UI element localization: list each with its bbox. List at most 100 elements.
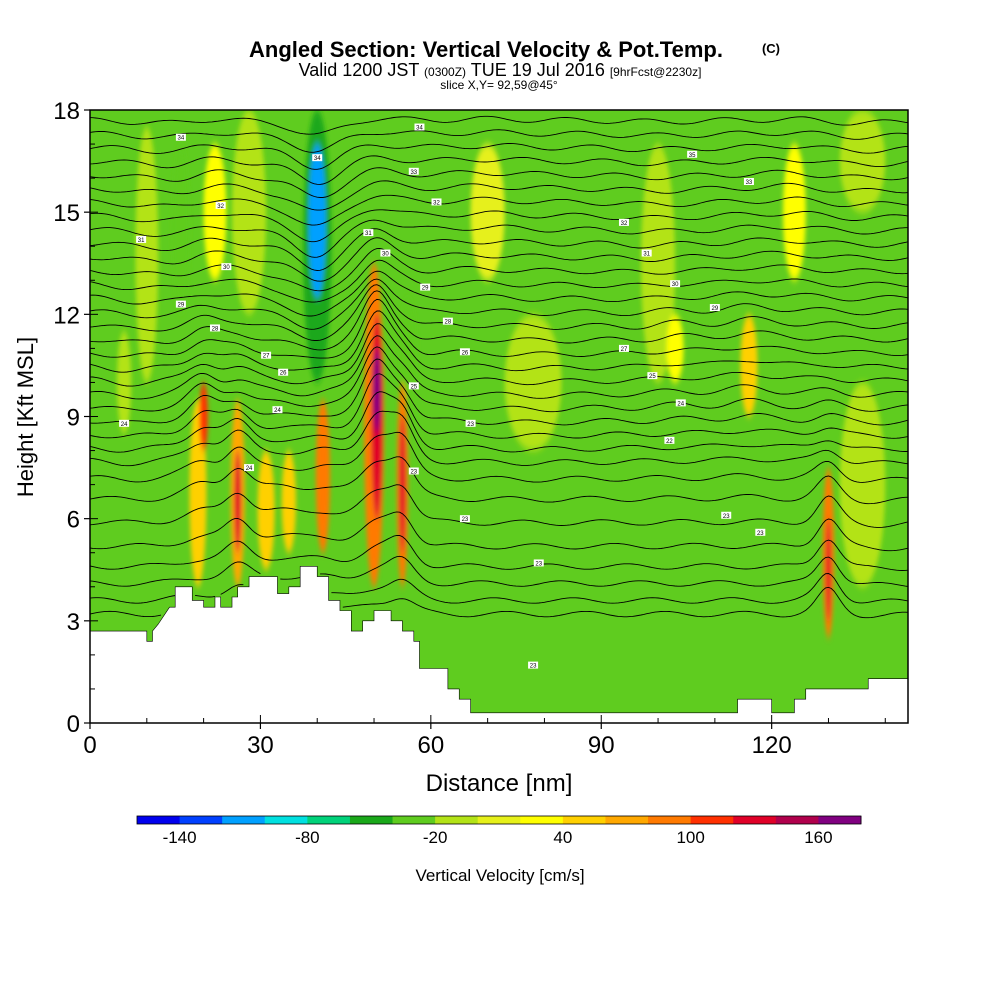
contour-label-25: 25 bbox=[410, 384, 417, 390]
contour-label-bg-9 bbox=[618, 218, 629, 226]
contour-label-29: 23 bbox=[467, 422, 474, 428]
contour-label-21: 27 bbox=[621, 347, 628, 353]
isentrope-line-26 bbox=[90, 209, 908, 243]
colorbar-tick-label-4: 100 bbox=[676, 828, 704, 847]
isentrope-line-7 bbox=[90, 431, 908, 483]
y-axis: 0 3 6 9 12 15 18 bbox=[53, 98, 98, 738]
colorbar-swatch-14 bbox=[733, 816, 777, 824]
contour-label-37: 23 bbox=[530, 664, 537, 670]
subtitle-date: TUE 19 Jul 2016 bbox=[471, 60, 605, 80]
contour-label-13: 31 bbox=[643, 252, 650, 258]
colorbar-tick-label-3: 40 bbox=[553, 828, 572, 847]
contour-label-bg-14 bbox=[670, 280, 681, 288]
colorbar-swatch-11 bbox=[605, 816, 649, 824]
plot-area: 34 34 34 35 33 33 32 32 31 32 31 30 30 31 30 29 29 29 28 28… bbox=[90, 110, 908, 723]
y-tick-label-3: 3 bbox=[67, 609, 80, 636]
contour-label-bg-36 bbox=[533, 559, 544, 567]
contour-label-10: 31 bbox=[365, 231, 372, 237]
contour-label-bg-23 bbox=[278, 368, 289, 376]
y-tick-label-0: 0 bbox=[67, 711, 80, 738]
contour-label-24: 25 bbox=[649, 374, 656, 380]
contour-label-bg-7 bbox=[215, 201, 226, 209]
velocity-cell-5 bbox=[641, 144, 676, 383]
colorbar-tick-label-1: -80 bbox=[295, 828, 320, 847]
contour-label-bg-30 bbox=[664, 436, 675, 444]
velocity-cell-10 bbox=[172, 144, 190, 315]
isentrope-line-8 bbox=[90, 410, 908, 467]
isentrope-line-25 bbox=[90, 219, 908, 258]
contour-label-17: 29 bbox=[712, 306, 719, 312]
contour-label-3: 35 bbox=[689, 153, 696, 159]
contour-label-bg-31 bbox=[244, 464, 255, 472]
velocity-cell-4 bbox=[504, 314, 562, 451]
velocity-field bbox=[116, 110, 886, 638]
velocity-cell-26 bbox=[826, 518, 831, 621]
chart-subtitle: Valid 1200 JST (0300Z) TUE 19 Jul 2016 [… bbox=[299, 60, 702, 80]
velocity-cell-6 bbox=[839, 382, 886, 587]
chart-title-group: Angled Section: Vertical Velocity & Pot.… bbox=[249, 37, 780, 62]
contour-label-5: 33 bbox=[410, 170, 417, 176]
contour-label-bg-17 bbox=[709, 304, 720, 312]
contour-label-20: 27 bbox=[263, 354, 270, 360]
x-tick-label-60: 60 bbox=[417, 732, 444, 759]
y-tick-label-6: 6 bbox=[67, 507, 80, 534]
isentrope-line-9 bbox=[90, 391, 908, 453]
isentrope-line-31 bbox=[90, 143, 908, 170]
y-tick-label-18: 18 bbox=[53, 98, 80, 125]
subtitle-utc: (0300Z) bbox=[424, 65, 466, 79]
isentrope-line-16 bbox=[90, 298, 908, 359]
contour-label-1: 34 bbox=[314, 156, 321, 162]
contour-label-bg-35 bbox=[755, 528, 766, 536]
colorbar-swatch-8 bbox=[477, 816, 521, 824]
slice-label: slice X,Y= 92,59@45° bbox=[440, 78, 558, 92]
colorbar-swatch-3 bbox=[264, 816, 308, 824]
contour-label-bg-3 bbox=[687, 150, 698, 158]
velocity-cell-28 bbox=[399, 416, 406, 553]
contour-label-12: 30 bbox=[223, 265, 230, 271]
isentrope-line-5 bbox=[90, 484, 908, 528]
contour-label-18: 28 bbox=[445, 320, 452, 326]
contour-label-bg-33 bbox=[721, 511, 732, 519]
contour-label-bg-18 bbox=[442, 317, 453, 325]
chart-title: Angled Section: Vertical Velocity & Pot.… bbox=[249, 37, 723, 62]
y-tick-label-12: 12 bbox=[53, 302, 80, 329]
isentrope-line-11 bbox=[90, 358, 908, 426]
contour-label-9: 32 bbox=[621, 221, 628, 227]
velocity-cell-14 bbox=[740, 314, 758, 417]
velocity-cell-8 bbox=[783, 144, 806, 281]
isentrope-line-32 bbox=[90, 129, 908, 153]
velocity-cell-7 bbox=[839, 110, 886, 213]
contour-label-bg-26 bbox=[675, 399, 686, 407]
contour-label-33: 23 bbox=[723, 514, 730, 520]
contour-label-23: 26 bbox=[280, 371, 287, 377]
contour-label-bg-13 bbox=[641, 249, 652, 257]
contour-label-bg-27 bbox=[272, 406, 283, 414]
contour-label-bg-19 bbox=[209, 324, 220, 332]
colorbar-swatch-13 bbox=[690, 816, 734, 824]
contour-label-bg-5 bbox=[408, 167, 419, 175]
contour-label-7: 32 bbox=[217, 204, 224, 210]
colorbar-swatch-9 bbox=[520, 816, 564, 824]
colorbar-tick-label-2: -20 bbox=[423, 828, 448, 847]
contour-label-bg-24 bbox=[647, 372, 658, 380]
isentrope-line-28 bbox=[90, 180, 908, 211]
contour-label-bg-28 bbox=[119, 419, 130, 427]
contour-labels: 34 34 34 35 33 33 32 32 31 32 31 30 30 31 30 29 29 29 28 28… bbox=[119, 123, 766, 670]
velocity-cell-1 bbox=[470, 144, 505, 281]
colorbar-tick-label-5: 160 bbox=[804, 828, 832, 847]
isentrope-line-4 bbox=[90, 511, 908, 552]
contour-label-34: 23 bbox=[462, 517, 469, 523]
contour-label-0: 34 bbox=[178, 136, 185, 142]
isentrope-line-13 bbox=[90, 335, 908, 400]
velocity-cell-25 bbox=[234, 450, 242, 553]
y-tick-label-15: 15 bbox=[53, 200, 80, 227]
contour-label-2: 34 bbox=[416, 126, 423, 132]
isentrope-line-6 bbox=[90, 456, 908, 505]
contour-label-4: 33 bbox=[746, 180, 753, 186]
colorbar-swatch-2 bbox=[222, 816, 266, 824]
colorbar-swatch-4 bbox=[307, 816, 351, 824]
isentrope-line-33 bbox=[90, 115, 908, 135]
contour-label-bg-2 bbox=[414, 123, 425, 131]
colorbar-swatch-10 bbox=[562, 816, 606, 824]
colorbar-swatch-7 bbox=[435, 816, 479, 824]
